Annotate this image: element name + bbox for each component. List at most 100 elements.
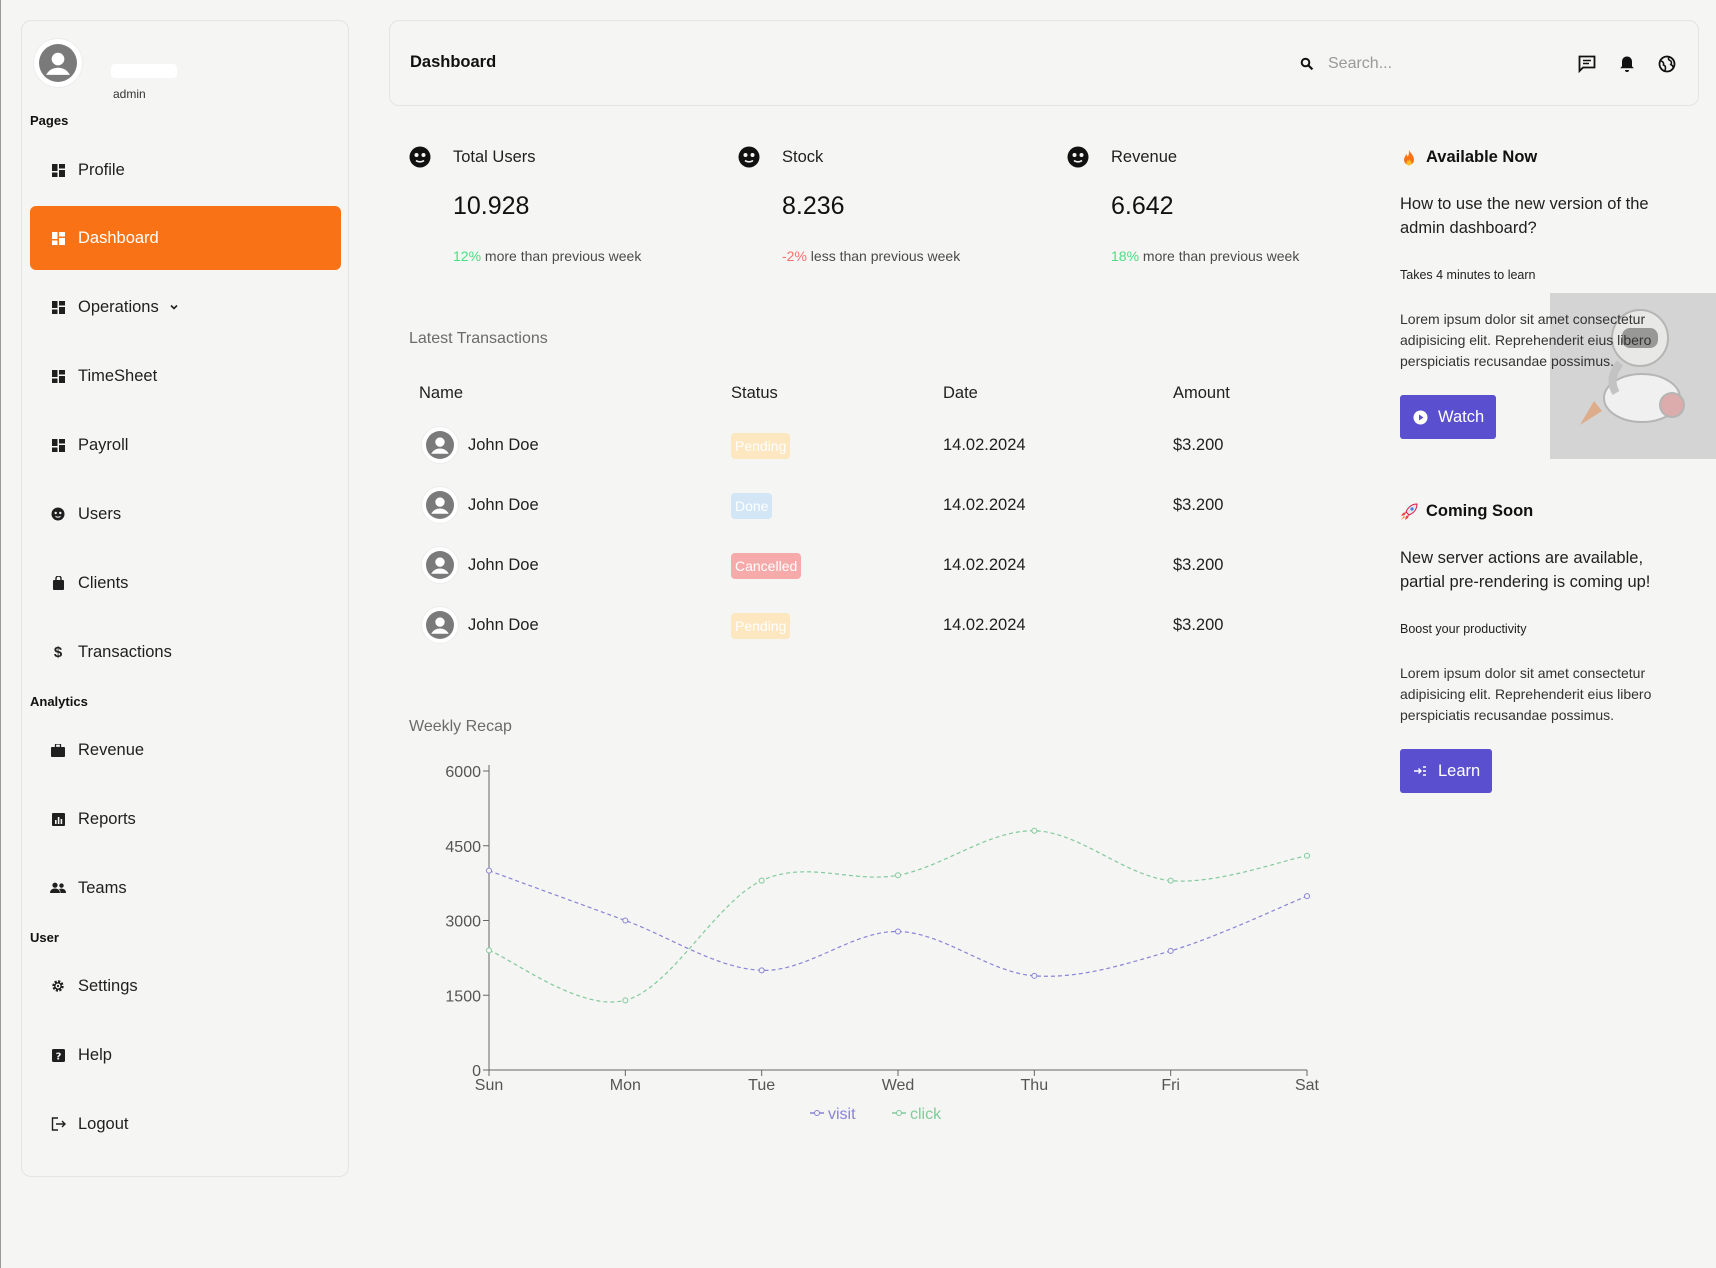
- face-icon: [738, 146, 760, 168]
- message-icon[interactable]: [1577, 54, 1597, 74]
- sidebar-item-label: Teams: [78, 878, 127, 897]
- x-tick-label: Tue: [748, 1077, 775, 1094]
- stat-label: Total Users: [453, 148, 536, 166]
- sidebar-item-operations[interactable]: Operations: [30, 275, 341, 339]
- sidebar-item-dashboard[interactable]: Dashboard: [30, 206, 341, 270]
- sidebar-item-timesheet[interactable]: TimeSheet: [30, 344, 341, 408]
- avatar: [422, 487, 458, 523]
- sidebar-item-teams[interactable]: Teams: [30, 856, 341, 920]
- sidebar-item-reports[interactable]: Reports: [30, 787, 341, 851]
- panel-title: Available Now: [1400, 148, 1537, 167]
- bag-icon: [50, 575, 66, 591]
- x-tick-label: Mon: [610, 1077, 641, 1094]
- row-name: John Doe: [468, 556, 539, 574]
- legend-label-visit: visit: [828, 1106, 856, 1123]
- stat-label: Stock: [782, 148, 824, 166]
- data-point-click: [1167, 877, 1174, 884]
- team-icon: [50, 880, 66, 896]
- search-input[interactable]: [1328, 55, 1488, 73]
- avatar[interactable]: [34, 39, 82, 87]
- search-bar[interactable]: [1300, 49, 1500, 79]
- stat-total-users: Total Users 10.928 12% more than previou…: [409, 146, 709, 276]
- stat-value: 6.642: [1111, 192, 1174, 220]
- sidebar-item-transactions[interactable]: $ Transactions: [30, 620, 341, 684]
- learn-button-label: Learn: [1438, 761, 1481, 780]
- status-badge: Done: [731, 493, 773, 519]
- avatar: [422, 427, 458, 463]
- svg-text:?: ?: [55, 1051, 61, 1062]
- data-point-visit: [1031, 972, 1038, 979]
- sidebar-item-label: Settings: [78, 976, 138, 995]
- sidebar-item-logout[interactable]: Logout: [30, 1092, 341, 1156]
- data-point-visit: [1304, 893, 1310, 900]
- data-point-click: [895, 872, 901, 879]
- gear-icon: [50, 978, 66, 994]
- available-now-panel: Available Now How to use the new version…: [1400, 146, 1700, 446]
- x-tick-label: Thu: [1021, 1077, 1049, 1094]
- panel-body: Lorem ipsum dolor sit amet consectetur a…: [1400, 665, 1652, 723]
- username-redacted: [111, 64, 177, 78]
- table-row[interactable]: John Doe Done 14.02.2024 $3.200: [418, 479, 1318, 539]
- dollar-icon: $: [53, 643, 63, 661]
- sidebar-item-label: Help: [78, 1045, 112, 1064]
- stat-change: -2% less than previous week: [782, 248, 960, 264]
- panel-title: Coming Soon: [1400, 502, 1533, 521]
- play-icon: [1412, 409, 1428, 425]
- column-header-name: Name: [419, 384, 464, 402]
- data-point-visit: [758, 967, 765, 974]
- face-icon: [50, 506, 66, 522]
- y-tick-label: 6000: [445, 764, 481, 781]
- row-date: 14.02.2024: [943, 436, 1026, 454]
- stat-stock: Stock 8.236 -2% less than previous week: [738, 146, 1038, 276]
- series-line-click: [488, 830, 1308, 1003]
- sidebar-item-payroll[interactable]: Payroll: [30, 413, 341, 477]
- watch-button[interactable]: Watch: [1400, 395, 1497, 439]
- sidebar-item-label: Logout: [78, 1114, 129, 1133]
- x-tick-label: Sun: [475, 1077, 503, 1094]
- row-date: 14.02.2024: [943, 616, 1026, 634]
- window-left-edge: [0, 0, 1, 1268]
- y-tick-label: 1500: [445, 988, 481, 1005]
- table-row[interactable]: John Doe Cancelled 14.02.2024 $3.200: [418, 539, 1318, 599]
- sidebar-item-profile[interactable]: Profile: [30, 138, 341, 202]
- rocket-icon: [1400, 502, 1418, 521]
- briefcase-icon: [50, 742, 66, 758]
- user-avatar-icon: [426, 491, 454, 519]
- learn-button[interactable]: Learn: [1400, 749, 1493, 793]
- top-header: Dashboard: [389, 20, 1699, 106]
- legend-dot-visit: [814, 1110, 820, 1116]
- help-icon: ?: [50, 1047, 66, 1063]
- sidebar-item-users[interactable]: Users: [30, 482, 341, 546]
- stat-change: 12% more than previous week: [453, 248, 641, 264]
- column-header-date: Date: [943, 384, 978, 402]
- data-point-click: [1031, 827, 1038, 834]
- coming-soon-panel: Coming Soon New server actions are avail…: [1400, 500, 1700, 800]
- sidebar-item-label: Transactions: [78, 642, 172, 661]
- x-tick-label: Fri: [1161, 1077, 1180, 1094]
- sidebar-item-clients[interactable]: Clients: [30, 551, 341, 615]
- data-point-visit: [622, 917, 629, 924]
- table-row[interactable]: John Doe Pending 14.02.2024 $3.200: [418, 419, 1318, 479]
- panel-subtext: Takes 4 minutes to learn: [1400, 268, 1536, 282]
- sidebar-item-revenue[interactable]: Revenue: [30, 718, 341, 782]
- stat-change-text: less than previous week: [806, 248, 961, 264]
- chart-icon: [50, 811, 66, 827]
- bell-icon[interactable]: [1617, 54, 1637, 74]
- sidebar-item-label: Reports: [78, 809, 136, 828]
- face-icon: [1067, 146, 1089, 168]
- stat-label: Revenue: [1111, 148, 1178, 166]
- series-line-visit: [488, 870, 1308, 977]
- section-analytics-title: Analytics: [30, 694, 88, 709]
- stat-value: 10.928: [453, 192, 530, 220]
- data-point-visit: [486, 867, 492, 874]
- page-title: Dashboard: [410, 53, 497, 71]
- globe-icon[interactable]: [1657, 54, 1677, 74]
- table-row[interactable]: John Doe Pending 14.02.2024 $3.200: [418, 599, 1318, 659]
- sidebar-item-help[interactable]: ? Help: [30, 1023, 341, 1087]
- legend-dot-click: [896, 1110, 902, 1116]
- stat-change-percent: -2%: [782, 248, 807, 264]
- sidebar-item-label: Profile: [78, 160, 125, 179]
- sidebar-item-settings[interactable]: Settings: [30, 954, 341, 1018]
- column-header-status: Status: [731, 384, 778, 402]
- chevron-down-icon[interactable]: [169, 302, 179, 312]
